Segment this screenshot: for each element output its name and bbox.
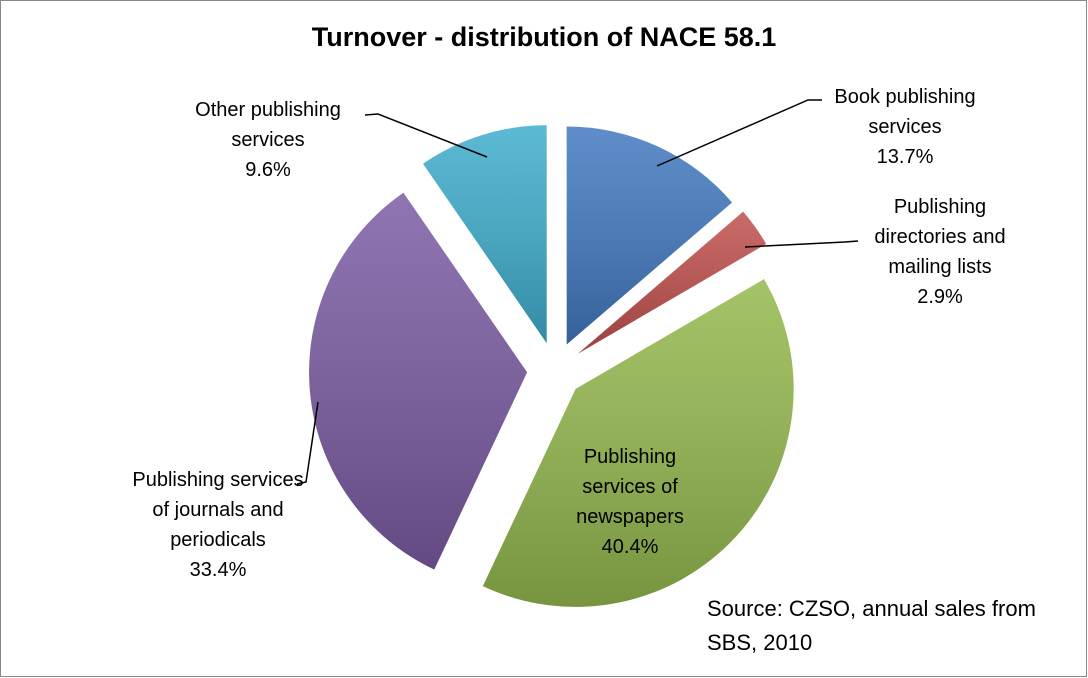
pie	[309, 125, 794, 607]
slice-label: Publishing services of journals and peri…	[128, 465, 308, 585]
value-label: 2.9%	[917, 286, 963, 308]
value-label: 9.6%	[245, 159, 291, 181]
chart-title: Turnover - distribution of NACE 58.1	[311, 22, 777, 52]
category-name: Book publishing services	[834, 86, 976, 138]
leader-line	[364, 113, 488, 158]
category-name: Other publishing services	[195, 99, 341, 151]
slice-label: Publishing directories and mailing lists…	[850, 192, 1030, 312]
category-name: Publishing services of journals and peri…	[132, 469, 304, 551]
slice-label: Other publishing services 9.6%	[178, 95, 358, 185]
category-name: Publishing directories and mailing lists	[874, 196, 1006, 278]
category-name: Publishing services of newspapers	[576, 446, 684, 528]
slice-label: Publishing services of newspapers 40.4%	[555, 442, 705, 562]
slice-label: Book publishing services 13.7%	[815, 82, 995, 172]
annotation: Source: CZSO, annual sales from SBS, 201…	[707, 596, 1036, 655]
leader-line	[656, 99, 822, 167]
leader-line	[744, 240, 859, 248]
leader-line	[296, 401, 319, 485]
value-label: 13.7%	[876, 146, 934, 168]
value-label: 40.4%	[601, 536, 659, 558]
value-label: 33.4%	[189, 559, 247, 581]
